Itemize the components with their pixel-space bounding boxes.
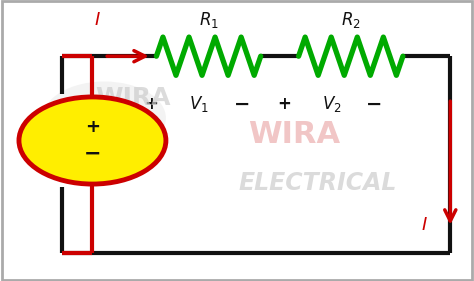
Text: +: + [145,95,159,113]
Text: V: V [19,132,33,149]
Text: WIRA: WIRA [95,86,171,110]
Text: −: − [366,94,383,114]
Text: WIRA: WIRA [248,120,340,149]
Text: $V_2$: $V_2$ [322,94,342,114]
Text: ELECTRICAL: ELECTRICAL [238,171,397,195]
Circle shape [19,97,166,184]
Text: $V_1$: $V_1$ [189,94,209,114]
Text: −: − [84,144,101,164]
Text: +: + [85,117,100,135]
Circle shape [43,81,166,155]
Text: +: + [277,95,292,113]
Text: $R_2$: $R_2$ [341,10,361,30]
Text: $R_1$: $R_1$ [199,10,219,30]
Text: $I$: $I$ [421,216,428,234]
Text: −: − [234,94,250,114]
Text: $I$: $I$ [94,11,100,29]
